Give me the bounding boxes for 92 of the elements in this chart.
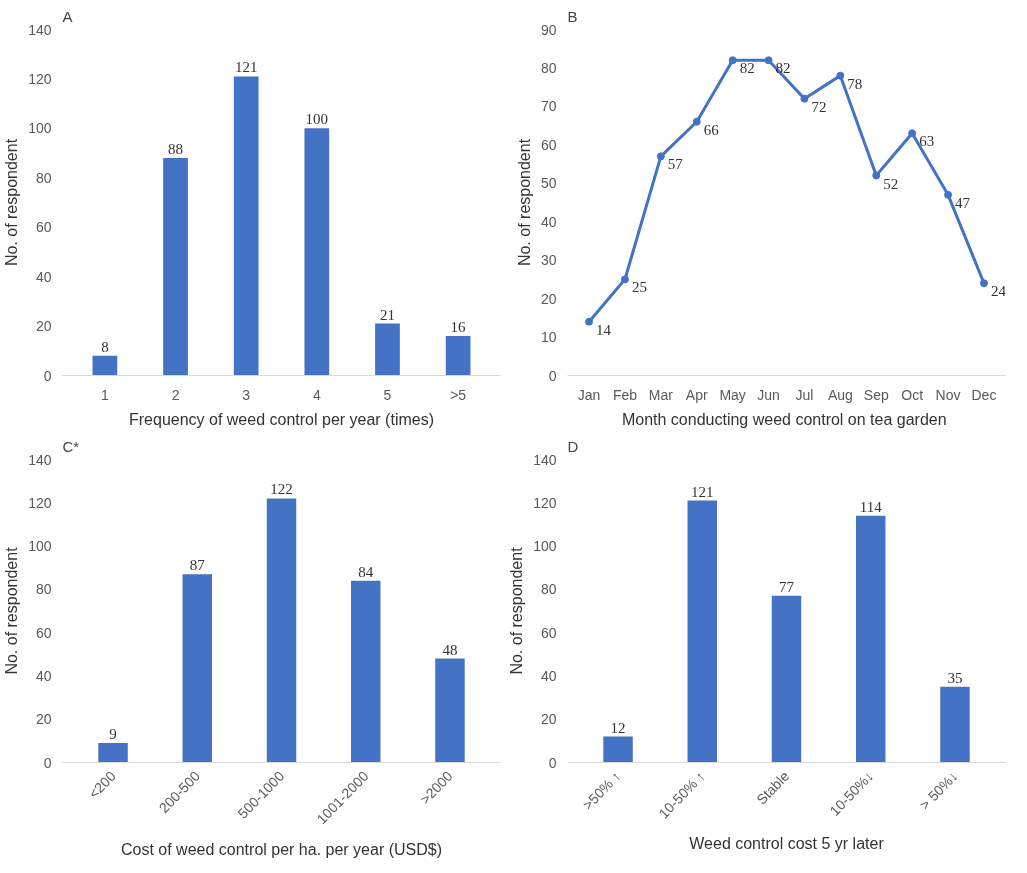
data-label: 66 xyxy=(703,121,720,138)
data-label: 122 xyxy=(270,481,293,498)
x-tick-label: Oct xyxy=(901,386,924,403)
y-tick-label: 140 xyxy=(28,21,52,38)
x-tick-label: Mar xyxy=(648,386,674,403)
y-tick-label: 80 xyxy=(35,581,52,598)
data-label: 82 xyxy=(775,60,791,77)
data-label: 47 xyxy=(955,194,971,211)
chart-title: A xyxy=(62,7,73,25)
x-axis-title: Weed control cost 5 yr later xyxy=(689,835,885,853)
x-axis-title: Cost of weed control per ha. per year (USD$) xyxy=(120,840,443,858)
y-tick-label: 50 xyxy=(540,175,557,192)
data-label: 72 xyxy=(811,98,827,115)
data-label: 21 xyxy=(379,306,395,323)
data-label: 16 xyxy=(450,318,467,335)
y-tick-label: 120 xyxy=(28,70,52,87)
data-label: 121 xyxy=(234,59,258,76)
y-tick-label: 60 xyxy=(540,624,557,641)
y-tick-label: 140 xyxy=(533,451,557,468)
data-label: 77 xyxy=(779,578,795,595)
y-tick-label: 20 xyxy=(35,318,52,335)
x-tick-label: 3 xyxy=(242,386,251,403)
x-tick-label: 5 xyxy=(383,386,392,403)
data-label: 9 xyxy=(109,726,117,743)
y-tick-label: 60 xyxy=(35,624,52,641)
y-tick-label: 120 xyxy=(28,494,52,511)
x-tick-label: Jul xyxy=(795,386,814,403)
data-label: 57 xyxy=(667,156,684,173)
chart-title: C* xyxy=(62,437,80,455)
x-tick-label: 4 xyxy=(312,386,321,403)
y-tick-label: 10 xyxy=(540,329,557,346)
data-label: 12 xyxy=(610,719,626,736)
y-tick-label: 0 xyxy=(548,754,557,771)
x-tick-label: Apr xyxy=(685,386,708,403)
data-label: 121 xyxy=(691,483,714,500)
y-tick-label: 0 xyxy=(548,367,557,384)
y-tick-label: 80 xyxy=(540,59,557,76)
y-axis-title: No. of respondent xyxy=(515,138,533,267)
data-label: 63 xyxy=(919,133,935,150)
x-axis-title: Frequency of weed control per year (times) xyxy=(128,410,435,428)
y-tick-label: 40 xyxy=(540,667,557,684)
data-label: 87 xyxy=(189,557,206,574)
x-axis-title: Month conducting weed control on tea garden xyxy=(621,410,947,428)
data-label: 88 xyxy=(168,141,184,158)
data-label: 100 xyxy=(305,111,329,128)
x-tick-label: 1 xyxy=(100,386,109,403)
data-label: 24 xyxy=(990,283,1007,300)
y-tick-label: 80 xyxy=(35,169,52,186)
y-tick-label: 60 xyxy=(35,219,52,236)
y-tick-label: 0 xyxy=(43,367,52,384)
y-axis-title: No. of respondent xyxy=(3,138,21,267)
y-tick-label: 140 xyxy=(28,451,52,468)
x-tick-label: May xyxy=(719,386,746,403)
y-tick-label: 40 xyxy=(35,268,52,285)
data-label: 25 xyxy=(631,279,647,296)
y-tick-label: 30 xyxy=(540,252,557,269)
y-tick-label: 90 xyxy=(540,21,557,38)
chart-title: D xyxy=(567,437,579,455)
data-label: 52 xyxy=(883,175,899,192)
y-tick-label: 70 xyxy=(540,98,557,115)
data-label: 48 xyxy=(442,641,458,658)
x-tick-label: Nov xyxy=(935,386,961,403)
y-tick-label: 20 xyxy=(540,711,557,728)
y-tick-label: 100 xyxy=(28,538,52,555)
y-tick-label: 60 xyxy=(540,136,557,153)
y-tick-label: 20 xyxy=(540,290,557,307)
data-label: 14 xyxy=(596,321,612,338)
y-tick-label: 40 xyxy=(540,213,557,230)
y-axis-title: No. of respondent xyxy=(508,546,526,675)
y-tick-label: 40 xyxy=(35,667,52,684)
x-tick-label: Aug xyxy=(827,386,853,403)
x-tick-label: 2 xyxy=(171,386,180,403)
data-label: 35 xyxy=(947,669,963,686)
y-tick-label: 120 xyxy=(533,494,557,511)
data-label: 78 xyxy=(847,75,863,92)
y-tick-label: 100 xyxy=(28,120,52,137)
y-tick-label: 100 xyxy=(533,538,557,555)
x-tick-label: Jun xyxy=(757,386,780,403)
data-label: 8 xyxy=(101,338,109,355)
x-tick-label: >5 xyxy=(450,386,467,403)
y-tick-label: 0 xyxy=(43,754,52,771)
y-tick-label: 80 xyxy=(540,581,557,598)
y-axis-title: No. of respondent xyxy=(3,546,21,675)
x-tick-label: Sep xyxy=(863,386,889,403)
x-tick-label: Jan xyxy=(577,386,601,403)
data-label: 84 xyxy=(358,563,374,580)
x-tick-label: Dec xyxy=(971,386,997,403)
data-label: 82 xyxy=(739,60,755,77)
x-tick-label: Feb xyxy=(612,386,638,403)
y-tick-label: 20 xyxy=(35,711,52,728)
data-label: 114 xyxy=(859,498,883,515)
chart-title: B xyxy=(567,7,578,25)
